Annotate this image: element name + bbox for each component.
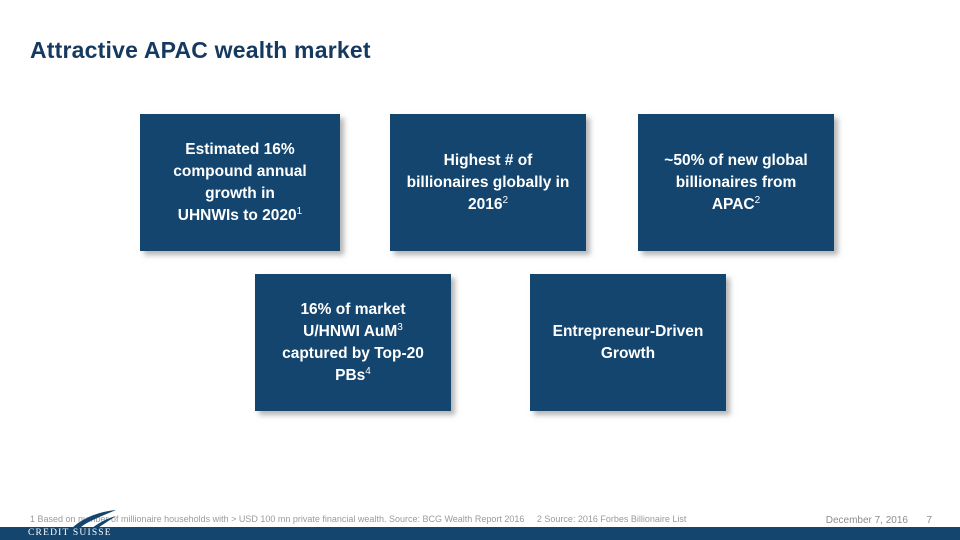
stat-box-text: 16% of market [300,300,406,318]
stat-box-text: Entrepreneur-Driven [552,322,704,340]
stat-box-billionaires-count: Highest # of billionaires globally in 20… [390,114,586,251]
stat-box-text: Estimated 16% [185,140,295,158]
stat-box-text: PBs4 [335,365,371,384]
stat-box-text: 20162 [467,194,509,213]
stat-box-text: billionaires from [675,173,797,191]
stat-box-new-billionaires: ~50% of new global billionaires from APA… [638,114,834,251]
page-title: Attractive APAC wealth market [30,37,371,64]
slide-date: December 7, 2016 [825,515,908,526]
stat-box-text: captured by Top-20 [282,344,424,362]
footer-bar [0,527,960,540]
stat-box-text: UHNWIs to 20201 [177,205,303,224]
stat-box-text: compound annual [173,162,307,180]
stat-box-uhnwi-growth: Estimated 16% compound annual growth in … [140,114,340,251]
stat-box-entrepreneur-growth: Entrepreneur-Driven Growth [530,274,726,411]
footnote-ref: 2 [502,194,509,206]
footnote-line-1: 1 Based on number of millionaire househo… [30,514,687,524]
credit-suisse-logo-text: CREDIT SUISSE [28,528,112,538]
footnote-ref: 1 [296,205,303,217]
footnote-ref: 4 [365,365,371,377]
page-number: 7 [926,515,932,526]
footnote-ref: 3 [397,321,403,333]
stat-box-market-aum: 16% of market U/HNWI AuM3 captured by To… [255,274,451,411]
stat-box-text: Highest # of [443,151,533,169]
stat-box-text: billionaires globally in [406,173,570,191]
footnote-ref: 2 [754,194,761,206]
stat-box-text: ~50% of new global [664,151,808,169]
stat-box-text: growth in [205,184,275,202]
credit-suisse-sail-icon [72,510,116,528]
stat-box-text: Growth [600,344,656,362]
stat-box-text: APAC2 [711,194,761,213]
stat-box-text: U/HNWI AuM3 [303,321,403,340]
